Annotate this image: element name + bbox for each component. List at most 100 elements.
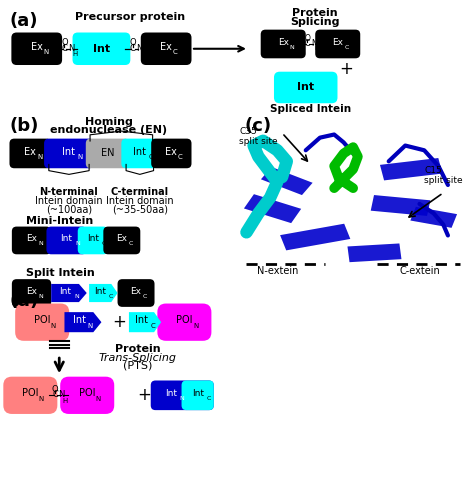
FancyBboxPatch shape [347,243,401,262]
FancyBboxPatch shape [280,224,350,250]
FancyBboxPatch shape [103,227,140,254]
Text: Int: Int [94,287,107,295]
Text: H: H [63,398,68,403]
Text: N: N [136,44,143,53]
Text: N: N [96,396,101,402]
Polygon shape [64,312,101,332]
Text: O: O [61,38,68,47]
Text: Ex: Ex [26,287,37,295]
Text: Mini-Intein: Mini-Intein [26,216,93,226]
FancyBboxPatch shape [12,279,51,307]
FancyBboxPatch shape [9,139,51,168]
FancyBboxPatch shape [11,33,62,65]
Text: POI: POI [22,389,38,398]
Text: O: O [129,38,136,47]
Text: N: N [193,323,198,328]
Text: Intein domain: Intein domain [106,196,173,206]
Text: H: H [140,51,146,57]
FancyBboxPatch shape [118,279,155,307]
Text: N: N [290,45,295,50]
Text: C15
split site: C15 split site [424,165,463,185]
Text: N: N [78,154,83,160]
Text: Ex: Ex [31,42,43,52]
Text: Ex: Ex [165,147,177,156]
FancyBboxPatch shape [46,227,87,254]
Text: Precursor protein: Precursor protein [75,12,185,22]
Text: N: N [74,294,79,299]
Text: Int: Int [297,83,314,92]
Text: Homing: Homing [85,117,133,127]
Text: Int: Int [87,234,99,243]
Text: N-extein: N-extein [256,266,298,276]
Text: N: N [44,49,49,55]
Text: N: N [51,323,56,328]
Text: C: C [206,396,210,401]
Text: Trans-Splicing: Trans-Splicing [99,353,176,362]
Text: (a): (a) [9,12,38,30]
FancyBboxPatch shape [315,30,360,58]
Text: N: N [37,154,42,160]
Text: Int: Int [191,389,204,398]
Text: C: C [173,49,178,55]
Text: Int: Int [93,44,110,54]
Text: (~35-50aa): (~35-50aa) [112,205,168,214]
Polygon shape [51,284,87,302]
Text: N: N [38,294,43,299]
Text: Splicing: Splicing [291,17,340,26]
Text: Ex: Ex [160,42,172,52]
Text: Spliced Intein: Spliced Intein [270,104,351,114]
Text: Ex: Ex [278,38,289,46]
Text: O: O [304,34,310,43]
FancyBboxPatch shape [141,33,191,65]
FancyBboxPatch shape [73,33,130,65]
Text: (b): (b) [9,117,39,135]
FancyBboxPatch shape [15,304,69,341]
Text: C35
split site: C35 split site [239,127,278,146]
Text: Int: Int [73,315,86,325]
Text: +: + [112,313,127,331]
Text: endonuclease (EN): endonuclease (EN) [50,125,168,135]
Text: O: O [52,385,58,393]
Text: C: C [109,294,113,299]
Polygon shape [89,284,118,302]
Text: N: N [179,396,184,401]
Text: Ex: Ex [26,234,37,243]
Text: +: + [339,60,353,78]
Text: Ex: Ex [116,234,128,243]
Text: N: N [75,241,80,246]
FancyBboxPatch shape [410,207,457,228]
Text: Ex: Ex [130,287,142,295]
Text: C-terminal: C-terminal [111,187,169,197]
Text: N: N [88,323,93,328]
Text: C: C [344,45,349,50]
FancyBboxPatch shape [371,195,430,216]
Text: Split Intein: Split Intein [26,269,95,278]
FancyBboxPatch shape [244,194,301,223]
Text: H: H [72,51,78,57]
FancyBboxPatch shape [380,158,442,180]
Text: (PTS): (PTS) [123,361,152,370]
FancyBboxPatch shape [44,139,94,168]
Text: N: N [38,241,43,246]
Text: C: C [178,154,183,160]
FancyBboxPatch shape [3,377,57,414]
Text: C: C [52,391,58,399]
Text: N: N [39,396,44,402]
Text: Ex: Ex [24,147,36,156]
FancyBboxPatch shape [121,139,158,168]
Text: C: C [150,323,155,328]
Text: (c): (c) [244,117,271,135]
Text: C: C [130,44,136,53]
Polygon shape [129,312,161,332]
Text: POI: POI [34,315,50,325]
Text: (~100aa): (~100aa) [46,205,92,214]
Text: C: C [62,44,67,53]
Text: Int: Int [61,234,73,243]
FancyBboxPatch shape [261,167,313,195]
Text: EN: EN [101,149,114,158]
FancyBboxPatch shape [12,227,51,254]
Text: C: C [143,294,147,299]
Text: Protein: Protein [292,9,338,18]
Text: Protein: Protein [115,344,160,354]
FancyBboxPatch shape [78,227,108,254]
